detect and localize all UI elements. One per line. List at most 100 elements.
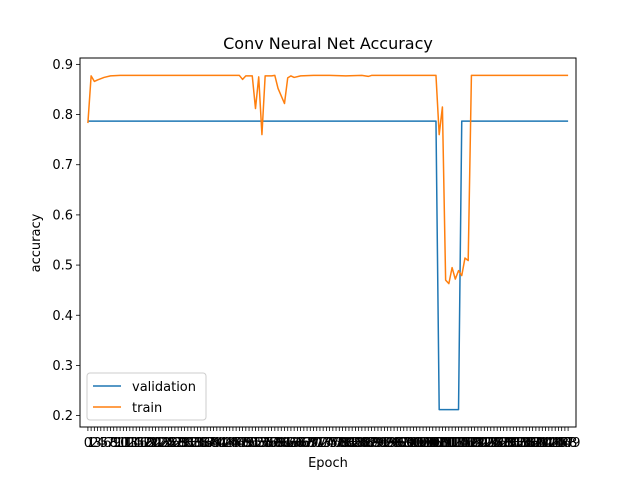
series-line-train bbox=[87, 74, 569, 285]
x-tick-label: 121 bbox=[465, 436, 490, 451]
x-tick-label: 37 bbox=[199, 436, 216, 451]
x-tick-label: 95 bbox=[386, 436, 403, 451]
x-tick-label: 7 bbox=[106, 436, 114, 451]
x-tick-label: 103 bbox=[407, 436, 432, 451]
x-tick-label: 29 bbox=[173, 436, 190, 451]
x-tick-label: 104 bbox=[411, 436, 436, 451]
x-tick-label: 149 bbox=[556, 436, 581, 451]
x-tick-label: 79 bbox=[334, 436, 351, 451]
x-tick-label: 21 bbox=[147, 436, 164, 451]
x-tick-label: 30 bbox=[176, 436, 193, 451]
x-tick-label: 62 bbox=[279, 436, 296, 451]
x-tick-label: 139 bbox=[523, 436, 548, 451]
x-tick-label: 19 bbox=[141, 436, 158, 451]
x-tick-label: 109 bbox=[427, 436, 452, 451]
x-tick-label: 105 bbox=[414, 436, 439, 451]
x-tick-label: 78 bbox=[331, 436, 348, 451]
x-tick-label: 63 bbox=[283, 436, 300, 451]
x-tick-label: 143 bbox=[536, 436, 561, 451]
x-tick-label: 36 bbox=[196, 436, 213, 451]
x-tick-label: 91 bbox=[373, 436, 390, 451]
x-tick-label: 75 bbox=[321, 436, 338, 451]
x-tick-label: 81 bbox=[341, 436, 358, 451]
y-axis-label: accuracy bbox=[29, 213, 44, 272]
x-tick-label: 99 bbox=[399, 436, 416, 451]
x-tick-label: 77 bbox=[328, 436, 345, 451]
x-tick-label: 106 bbox=[417, 436, 442, 451]
x-tick-label: 28 bbox=[170, 436, 187, 451]
x-tick-label: 72 bbox=[312, 436, 329, 451]
x-tick-label: 101 bbox=[401, 436, 426, 451]
x-tick-label: 15 bbox=[128, 436, 145, 451]
x-tick-label: 90 bbox=[370, 436, 387, 451]
x-tick-label: 45 bbox=[225, 436, 242, 451]
x-tick-label: 129 bbox=[491, 436, 516, 451]
x-tick-label: 55 bbox=[257, 436, 274, 451]
legend-label-train: train bbox=[132, 401, 162, 416]
x-tick-label: 74 bbox=[318, 436, 335, 451]
x-tick-label: 94 bbox=[383, 436, 400, 451]
x-tick-label: 6 bbox=[103, 436, 111, 451]
legend-box bbox=[86, 372, 207, 421]
x-tick-label: 92 bbox=[376, 436, 393, 451]
x-tick-label: 89 bbox=[366, 436, 383, 451]
x-tick-label: 130 bbox=[494, 436, 519, 451]
x-tick-label: 137 bbox=[517, 436, 542, 451]
x-tick-label: 40 bbox=[209, 436, 226, 451]
x-tick-label: 148 bbox=[552, 436, 577, 451]
x-tick-label: 116 bbox=[449, 436, 474, 451]
x-tick-label: 8 bbox=[110, 436, 118, 451]
x-tick-label: 53 bbox=[250, 436, 267, 451]
x-tick-label: 38 bbox=[202, 436, 219, 451]
x-tick-label: 100 bbox=[398, 436, 423, 451]
x-tick-label: 10 bbox=[112, 436, 129, 451]
x-tick-label: 50 bbox=[241, 436, 258, 451]
legend-label-validation: validation bbox=[132, 380, 196, 395]
x-tick-label: 2 bbox=[90, 436, 98, 451]
x-tick-label: 1 bbox=[87, 436, 95, 451]
x-tick-label: 138 bbox=[520, 436, 545, 451]
x-tick-label: 98 bbox=[395, 436, 412, 451]
legend: validation train bbox=[86, 372, 207, 421]
x-tick-label: 61 bbox=[276, 436, 293, 451]
x-tick-label: 147 bbox=[549, 436, 574, 451]
y-tick-label: 0.5 bbox=[52, 259, 73, 274]
x-tick-label: 65 bbox=[289, 436, 306, 451]
x-tick-label: 141 bbox=[530, 436, 555, 451]
x-tick-label: 131 bbox=[498, 436, 523, 451]
y-tick-label: 0.6 bbox=[52, 208, 73, 223]
x-axis-label: Epoch bbox=[308, 456, 348, 471]
x-tick-label: 0 bbox=[84, 436, 92, 451]
x-tick-label: 85 bbox=[354, 436, 371, 451]
chart-title: Conv Neural Net Accuracy bbox=[223, 34, 433, 53]
x-tick-label: 135 bbox=[511, 436, 536, 451]
x-tick-label: 23 bbox=[154, 436, 171, 451]
x-tick-label: 46 bbox=[228, 436, 245, 451]
x-tick-label: 58 bbox=[267, 436, 284, 451]
x-tick-label: 133 bbox=[504, 436, 529, 451]
x-tick-label: 127 bbox=[485, 436, 510, 451]
x-tick-label: 128 bbox=[488, 436, 513, 451]
x-tick-label: 13 bbox=[122, 436, 139, 451]
x-tick-label: 70 bbox=[305, 436, 322, 451]
x-tick-label: 107 bbox=[420, 436, 445, 451]
x-tick-label: 26 bbox=[163, 436, 180, 451]
x-tick-label: 102 bbox=[404, 436, 429, 451]
x-tick-label: 42 bbox=[215, 436, 232, 451]
x-tick-label: 34 bbox=[189, 436, 206, 451]
x-tick-label: 88 bbox=[363, 436, 380, 451]
y-tick-label: 0.8 bbox=[52, 108, 73, 123]
x-tick-label: 144 bbox=[540, 436, 565, 451]
x-tick-label: 20 bbox=[144, 436, 161, 451]
x-tick-label: 110 bbox=[430, 436, 455, 451]
x-tick-label: 111 bbox=[433, 436, 458, 451]
x-tick-label: 82 bbox=[344, 436, 361, 451]
x-tick-label: 134 bbox=[507, 436, 532, 451]
x-tick-label: 73 bbox=[315, 436, 332, 451]
y-tick-label: 0.9 bbox=[52, 58, 73, 73]
x-tick-label: 64 bbox=[286, 436, 303, 451]
x-tick-label: 93 bbox=[379, 436, 396, 451]
x-tick-label: 4 bbox=[97, 436, 105, 451]
x-tick-label: 86 bbox=[357, 436, 374, 451]
